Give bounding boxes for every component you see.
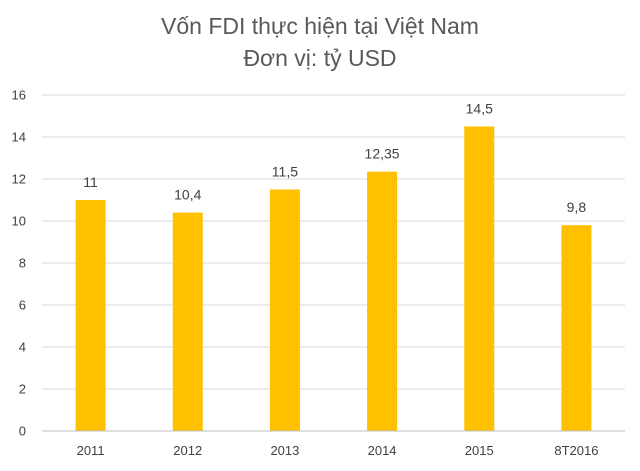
data-label: 12,35 (365, 146, 400, 162)
y-tick-label: 4 (19, 340, 26, 355)
data-label: 11,5 (272, 164, 298, 180)
x-axis-ticks: 2011 2012 2013 2014 2015 8T2016 (77, 443, 599, 458)
x-tick-label: 2014 (368, 443, 397, 458)
data-label: 11 (83, 174, 98, 190)
y-tick-label: 14 (12, 130, 26, 145)
gridlines (42, 94, 625, 390)
data-labels: 11 10,4 11,5 12,35 14,5 9,8 (83, 101, 586, 216)
y-tick-label: 2 (19, 382, 26, 397)
bar-2014 (367, 171, 398, 431)
bar-2015 (464, 126, 495, 431)
bar-2012 (172, 212, 203, 431)
bars (75, 126, 592, 431)
y-tick-label: 16 (12, 88, 26, 103)
data-label: 14,5 (466, 101, 493, 117)
y-tick-label: 10 (12, 214, 26, 229)
x-tick-label: 8T2016 (554, 443, 598, 458)
y-axis-ticks: 0 2 4 6 8 10 12 14 16 (12, 88, 26, 439)
bar-2011 (75, 200, 106, 431)
data-label: 9,8 (567, 199, 587, 215)
y-tick-label: 0 (19, 424, 26, 439)
x-tick-label: 2012 (173, 443, 202, 458)
x-tick-label: 2015 (465, 443, 494, 458)
y-tick-label: 6 (19, 298, 26, 313)
y-tick-label: 8 (19, 256, 26, 271)
chart-title: Vốn FDI thực hiện tại Việt Nam (161, 13, 479, 39)
bar-8T2016 (561, 225, 592, 431)
y-tick-label: 12 (12, 172, 26, 187)
chart-subtitle: Đơn vị: tỷ USD (243, 45, 397, 71)
x-tick-label: 2011 (77, 443, 105, 458)
x-tick-label: 2013 (270, 443, 299, 458)
data-label: 10,4 (174, 187, 201, 203)
bar-2013 (269, 189, 300, 431)
